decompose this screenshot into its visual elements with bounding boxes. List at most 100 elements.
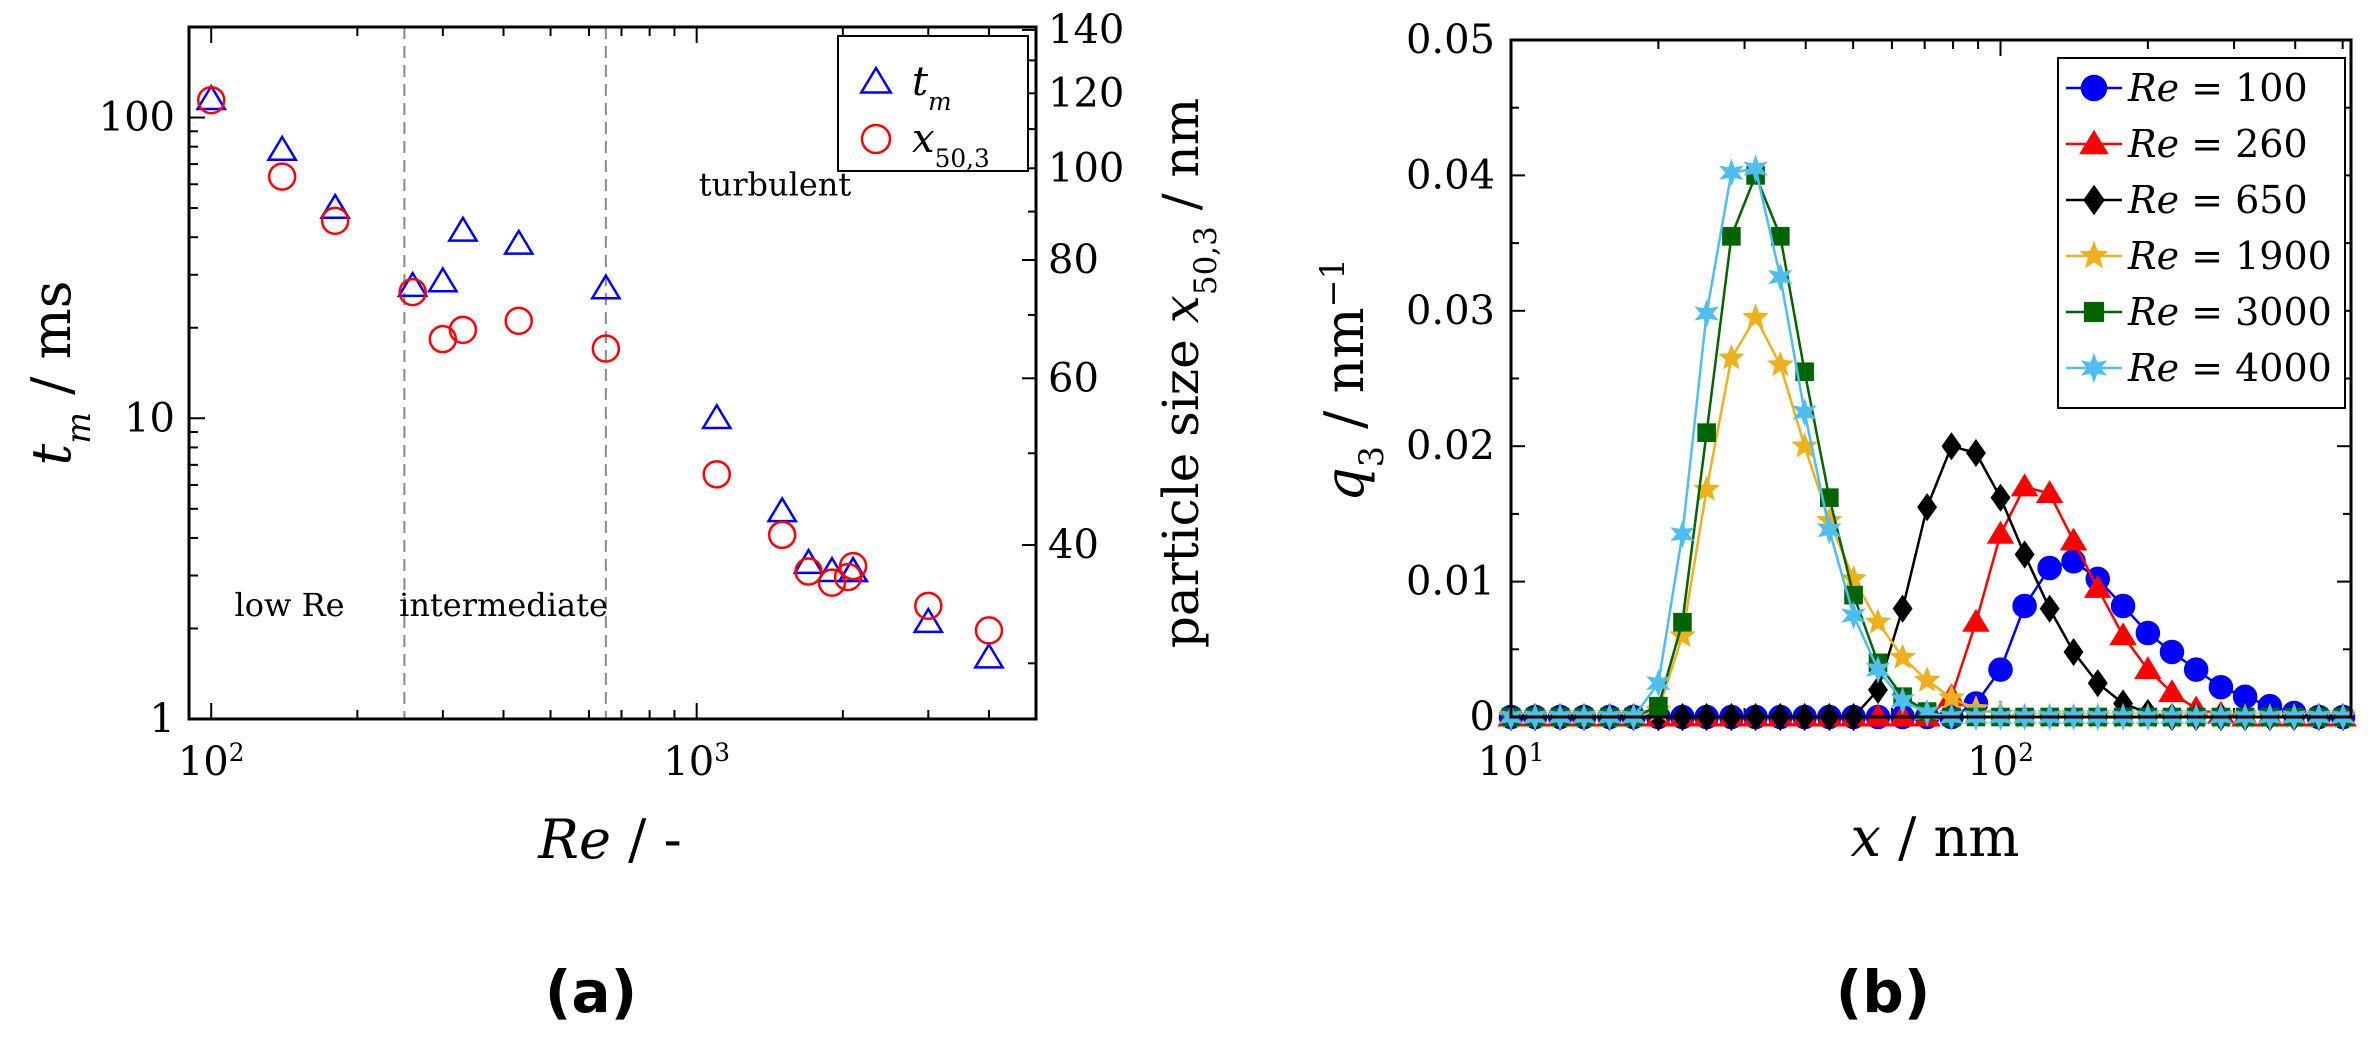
tm-point — [319, 192, 351, 220]
x-axis-title-b: x / nm — [1851, 806, 2020, 869]
y2-axis-title-a: particle size x50,3 / nm — [1152, 98, 1224, 648]
x50-point — [702, 460, 732, 489]
x50-point — [817, 568, 847, 597]
y2-tick-label: 40 — [1048, 522, 1099, 568]
series-5-point — [1795, 362, 1814, 382]
legend-label-2: x50,3 — [912, 116, 990, 173]
legend-label-1: tm — [912, 59, 952, 116]
series-5-point — [1722, 227, 1741, 246]
x50-point — [767, 520, 797, 550]
tm-point — [396, 270, 429, 298]
series-6-point — [1817, 515, 1842, 545]
series-2-point — [1986, 520, 2015, 544]
series-2-point — [1962, 608, 1990, 632]
x50-point — [974, 616, 1004, 645]
x50-point — [428, 324, 458, 354]
x-axis-title-a: Re / - — [537, 808, 681, 871]
series-6-point — [1914, 698, 1940, 728]
y2-tick-label: 120 — [1048, 70, 1124, 116]
y-tick-label: 100 — [99, 95, 175, 141]
x50-point — [267, 162, 297, 191]
series-4-point — [1693, 475, 1721, 501]
tm-point — [266, 134, 299, 161]
legend-marker-2 — [860, 123, 892, 155]
series-4-point — [1889, 643, 1917, 669]
y-tick-label: 0.01 — [1406, 559, 1495, 605]
series-4-point — [1840, 564, 1867, 591]
y-axis-title-a: tm / ms — [20, 281, 98, 466]
x50-point — [838, 551, 868, 581]
series-2-point — [2083, 574, 2112, 598]
series-4-point — [1791, 432, 1819, 458]
x50-point — [320, 206, 350, 236]
y2-tick-label: 80 — [1048, 237, 1099, 283]
series-1-point — [2037, 555, 2062, 581]
legend-label-2: Re = 260 — [2127, 122, 2308, 166]
series-5-point — [1673, 612, 1692, 632]
series-6-point — [1792, 398, 1817, 427]
x50-point — [398, 277, 427, 307]
plot-frame-a — [187, 25, 1038, 721]
series-4-point — [1718, 344, 1745, 370]
tm-point — [447, 215, 479, 242]
y-tick-label: 0 — [1470, 694, 1495, 740]
x50-point — [504, 306, 533, 336]
legend-marker-1 — [2080, 74, 2108, 102]
legend-label-5: Re = 3000 — [2127, 290, 2332, 334]
series-4-point — [1913, 666, 1941, 692]
x-tick-label: 101 — [1478, 738, 1545, 786]
legend-label-3: Re = 650 — [2127, 178, 2308, 222]
series-6-point — [1719, 158, 1744, 187]
legend-label-4: Re = 1900 — [2127, 234, 2332, 278]
tm-point — [700, 402, 733, 430]
series-1-point — [2159, 639, 2185, 665]
series-6-point — [1694, 299, 1719, 328]
legend-box-a — [837, 35, 1029, 172]
series-3-point — [1868, 675, 1888, 704]
tm-point — [195, 83, 228, 111]
tm-point — [426, 266, 459, 293]
legend-box-b — [2057, 57, 2346, 409]
series-5-point — [1649, 696, 1668, 716]
series-2-point — [2109, 622, 2137, 646]
legend-marker-1 — [859, 65, 893, 94]
series-5-point — [1771, 227, 1790, 246]
series-6-point — [1865, 655, 1891, 684]
series-2-point — [2059, 527, 2088, 551]
series-1-point — [2208, 674, 2234, 700]
series-5-point — [1697, 423, 1716, 442]
tm-point — [502, 228, 535, 255]
y-axis-title-b: q3 / nm−1 — [1313, 258, 1391, 502]
series-4-point — [1742, 303, 1769, 329]
series-6-point — [1841, 601, 1866, 630]
series-4-point — [1864, 608, 1892, 634]
series-3-point — [1941, 432, 1962, 461]
y-tick-label: 0.05 — [1406, 17, 1495, 63]
legend-marker-5 — [2083, 301, 2105, 323]
tm-point — [973, 642, 1005, 669]
series-3-point — [1892, 594, 1913, 623]
series-3-point — [1990, 483, 2011, 512]
series-2-point — [2134, 656, 2162, 680]
series-1-point — [2012, 593, 2037, 619]
y-tick-label: 10 — [124, 395, 175, 441]
series-1-point — [2135, 620, 2161, 646]
series-4-point — [1767, 350, 1794, 377]
x-tick-label: 102 — [1967, 738, 2034, 786]
x50-point — [591, 334, 621, 363]
y-tick-label: 0.04 — [1406, 152, 1495, 198]
series-3-point — [2014, 540, 2035, 569]
series-3-point — [1966, 438, 1986, 468]
legend-marker-6 — [2080, 352, 2108, 384]
series-4-point — [1669, 621, 1696, 648]
x50-point — [196, 85, 226, 115]
series-5-point — [1820, 488, 1839, 507]
tm-point — [589, 273, 622, 300]
series-3-point — [1917, 493, 1938, 522]
series-1-point — [2183, 657, 2209, 682]
series-6-point — [1890, 686, 1915, 715]
legend-marker-3 — [2083, 184, 2105, 216]
series-3-point — [2087, 669, 2108, 698]
y-tick-label: 0.02 — [1406, 423, 1495, 469]
